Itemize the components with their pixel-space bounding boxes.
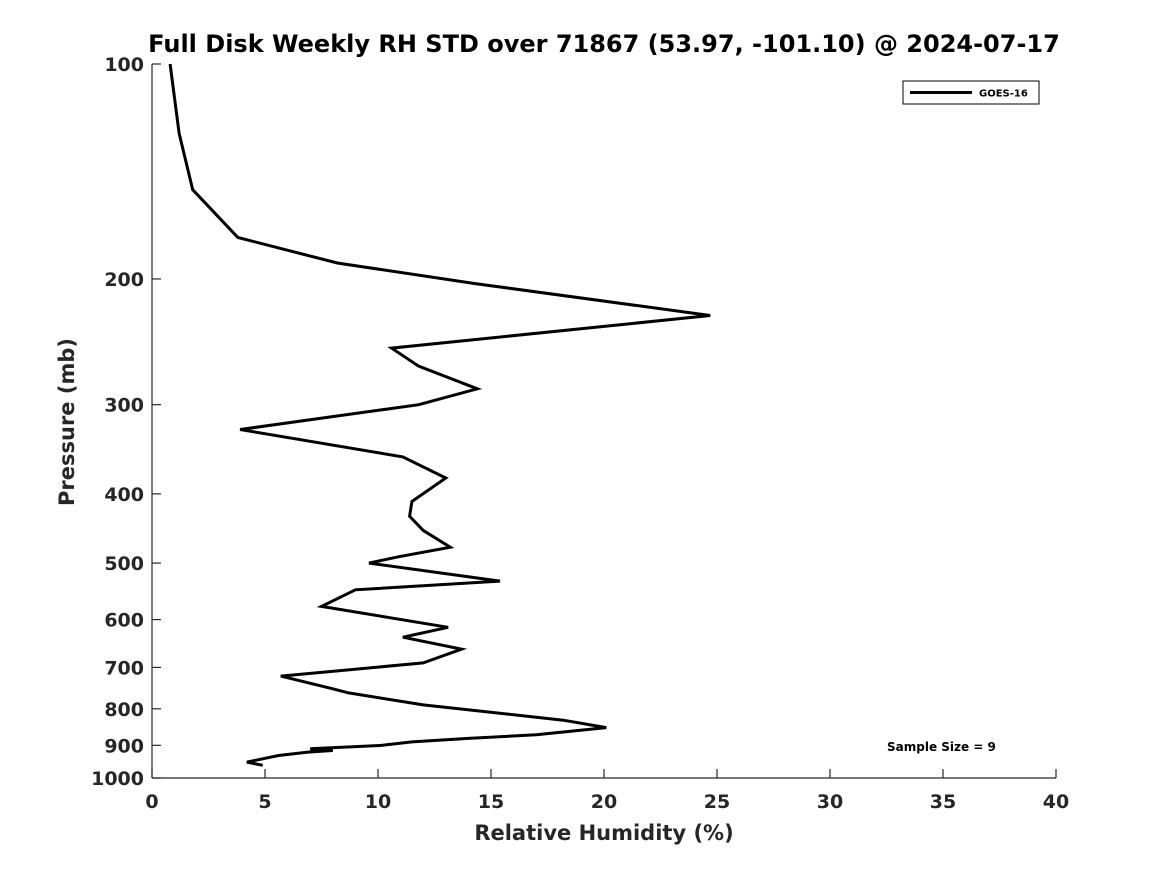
y-tick-label: 500 [104,553,144,575]
y-tick-label: 400 [104,484,144,506]
x-tick-label: 10 [365,791,391,813]
sample-size-annotation: Sample Size = 9 [887,740,996,754]
x-axis-label: Relative Humidity (%) [474,821,733,845]
y-tick-label: 600 [104,610,144,632]
y-tick-label: 800 [104,699,144,721]
x-tick-label: 30 [817,791,843,813]
legend: GOES-16 [902,80,1040,105]
x-tick-label: 20 [591,791,617,813]
series-layer [168,63,711,767]
chart-title: Full Disk Weekly RH STD over 71867 (53.9… [148,30,1060,58]
series-line-goes-16 [168,63,711,767]
y-tick-label: 300 [104,395,144,417]
y-tick-label: 100 [104,54,144,76]
y-axis-label: Pressure (mb) [55,338,79,506]
y-tick-labels: 100 200 300 400 500 600 700 800 900 1000 [91,54,144,790]
x-tick-label: 15 [478,791,504,813]
y-tick-label: 200 [104,269,144,291]
x-tick-label: 25 [704,791,730,813]
x-tick-label: 5 [258,791,271,813]
x-tick-label: 40 [1043,791,1069,813]
x-tick-label: 35 [930,791,956,813]
legend-label: GOES-16 [979,89,1028,100]
x-tick-labels: 0 5 10 15 20 25 30 35 40 [145,791,1069,813]
axes [151,63,1057,779]
x-tick-label: 0 [145,791,158,813]
y-tick-label: 900 [104,735,144,757]
y-tick-label: 700 [104,657,144,679]
y-tick-label: 1000 [91,768,144,790]
